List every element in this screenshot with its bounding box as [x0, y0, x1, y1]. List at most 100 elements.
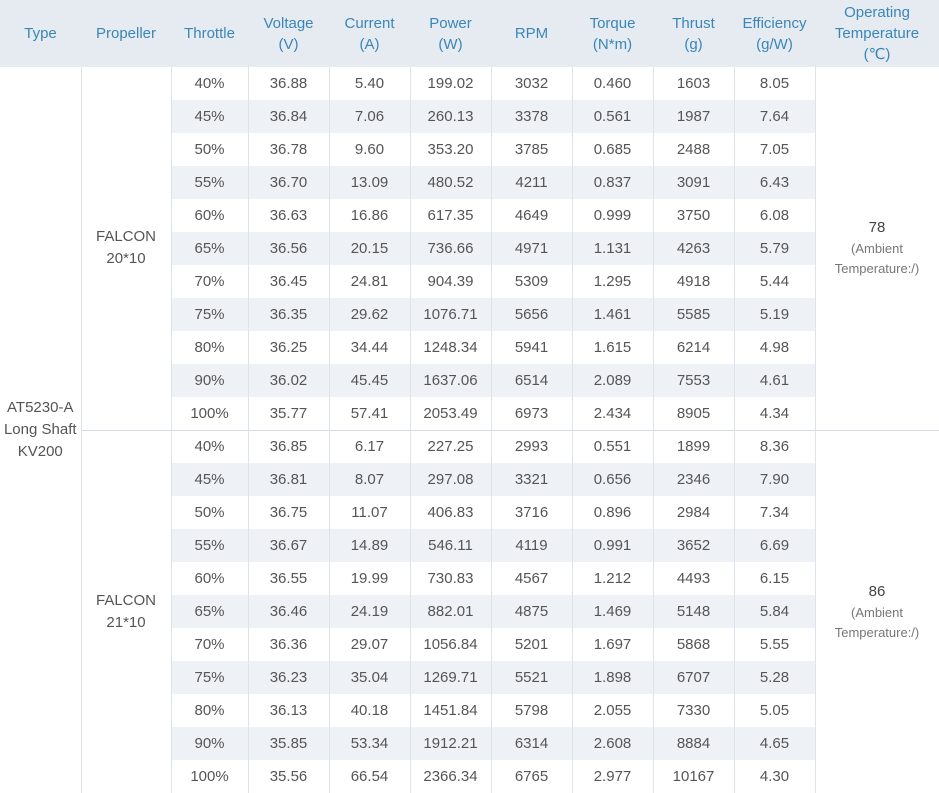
- text-line: Thrust: [672, 14, 715, 32]
- power-cell: 546.11: [410, 529, 492, 562]
- rpm-cell: 4119: [491, 529, 573, 562]
- thrust-cell: 5148: [653, 595, 735, 628]
- torque-cell: 1.212: [572, 562, 654, 595]
- voltage-cell: 36.13: [248, 694, 330, 727]
- column-header-type: Type: [0, 0, 81, 67]
- current-cell: 19.99: [329, 562, 411, 595]
- efficiency-cell: 8.36: [734, 429, 816, 463]
- current-cell: 29.07: [329, 628, 411, 661]
- efficiency-cell: 6.15: [734, 562, 816, 595]
- voltage-cell: 36.46: [248, 595, 330, 628]
- text-line: (W): [438, 35, 463, 53]
- column-header-efficiency: Efficiency (g/W): [734, 0, 815, 67]
- table-row: 70% 36.36 29.07 1056.84 5201 1.697 5868 5.55: [0, 628, 939, 661]
- current-cell: 53.34: [329, 727, 411, 760]
- torque-cell: 2.608: [572, 727, 654, 760]
- rpm-cell: 3032: [491, 67, 573, 100]
- voltage-cell: 35.77: [248, 397, 330, 430]
- text-line: 21*10: [106, 613, 146, 631]
- current-cell: 24.19: [329, 595, 411, 628]
- current-cell: 11.07: [329, 496, 411, 529]
- thrust-cell: 3652: [653, 529, 735, 562]
- text-line: (V): [278, 35, 299, 53]
- efficiency-cell: 4.61: [734, 364, 816, 397]
- thrust-cell: 5868: [653, 628, 735, 661]
- torque-cell: 1.898: [572, 661, 654, 694]
- text-line: AT5230-A: [7, 399, 74, 416]
- current-cell: 57.41: [329, 397, 411, 430]
- table-row: 70% 36.45 24.81 904.39 5309 1.295 4918 5.44: [0, 265, 939, 298]
- throttle-cell: 55%: [171, 529, 249, 562]
- efficiency-cell: 4.98: [734, 331, 816, 364]
- table-row: 50% 36.75 11.07 406.83 3716 0.896 2984 7.34: [0, 496, 939, 529]
- column-header-thrust: Thrust (g): [653, 0, 734, 67]
- throttle-cell: 65%: [171, 595, 249, 628]
- table-row: 100% 35.56 66.54 2366.34 6765 2.977 10167 4.30: [0, 760, 939, 793]
- voltage-cell: 36.56: [248, 232, 330, 265]
- current-cell: 20.15: [329, 232, 411, 265]
- temperature-value: 78: [868, 219, 886, 237]
- efficiency-cell: 8.05: [734, 67, 816, 100]
- thrust-cell: 8905: [653, 397, 735, 430]
- torque-cell: 2.055: [572, 694, 654, 727]
- table-row: 65% 36.56 20.15 736.66 4971 1.131 4263 5.79: [0, 232, 939, 265]
- voltage-cell: 36.45: [248, 265, 330, 298]
- torque-cell: 0.837: [572, 166, 654, 199]
- torque-cell: 1.131: [572, 232, 654, 265]
- torque-cell: 2.977: [572, 760, 654, 793]
- efficiency-cell: 7.90: [734, 463, 816, 496]
- power-cell: 617.35: [410, 199, 492, 232]
- voltage-cell: 36.75: [248, 496, 330, 529]
- current-cell: 66.54: [329, 760, 411, 793]
- text-line: Power: [429, 14, 472, 32]
- voltage-cell: 36.67: [248, 529, 330, 562]
- text-line: Long Shaft: [3, 421, 77, 438]
- torque-cell: 0.656: [572, 463, 654, 496]
- thrust-cell: 6214: [653, 331, 735, 364]
- text-line: FALCON: [95, 591, 156, 609]
- torque-cell: 1.461: [572, 298, 654, 331]
- throttle-cell: 90%: [171, 364, 249, 397]
- table-row: 45% 36.81 8.07 297.08 3321 0.656 2346 7.90: [0, 463, 939, 496]
- rpm-cell: 6765: [491, 760, 573, 793]
- throttle-cell: 90%: [171, 727, 249, 760]
- power-cell: 1451.84: [410, 694, 492, 727]
- column-header-power: Power (W): [410, 0, 491, 67]
- thrust-cell: 8884: [653, 727, 735, 760]
- propeller-cell: FALCON 20*10: [81, 67, 172, 430]
- thrust-cell: 3091: [653, 166, 735, 199]
- torque-cell: 0.561: [572, 100, 654, 133]
- torque-cell: 0.991: [572, 529, 654, 562]
- rpm-cell: 4875: [491, 595, 573, 628]
- power-cell: 730.83: [410, 562, 492, 595]
- temperature-value: 86: [868, 582, 886, 600]
- efficiency-cell: 4.65: [734, 727, 816, 760]
- torque-cell: 1.295: [572, 265, 654, 298]
- table-row: FALCON 21*10 40% 36.85 6.17 227.25 2993 0.551 18…: [0, 429, 939, 793]
- torque-cell: 2.089: [572, 364, 654, 397]
- rpm-cell: 2993: [491, 429, 573, 463]
- throttle-cell: 70%: [171, 265, 249, 298]
- column-header-current: Current (A): [329, 0, 410, 67]
- power-cell: 260.13: [410, 100, 492, 133]
- power-cell: 480.52: [410, 166, 492, 199]
- current-cell: 8.07: [329, 463, 411, 496]
- power-cell: 1269.71: [410, 661, 492, 694]
- rpm-cell: 5521: [491, 661, 573, 694]
- rpm-cell: 4567: [491, 562, 573, 595]
- voltage-cell: 36.02: [248, 364, 330, 397]
- voltage-cell: 36.35: [248, 298, 330, 331]
- voltage-cell: 36.55: [248, 562, 330, 595]
- efficiency-cell: 6.43: [734, 166, 816, 199]
- rpm-cell: 5798: [491, 694, 573, 727]
- efficiency-cell: 5.79: [734, 232, 816, 265]
- efficiency-cell: 5.28: [734, 661, 816, 694]
- text-line: KV200: [17, 443, 63, 460]
- voltage-cell: 36.36: [248, 628, 330, 661]
- throttle-cell: 45%: [171, 100, 249, 133]
- throttle-cell: 40%: [171, 67, 249, 100]
- table-row: 45% 36.84 7.06 260.13 3378 0.561 1987 7.64: [0, 100, 939, 133]
- table-row: 55% 36.70 13.09 480.52 4211 0.837 3091 6.43: [0, 166, 939, 199]
- voltage-cell: 36.84: [248, 100, 330, 133]
